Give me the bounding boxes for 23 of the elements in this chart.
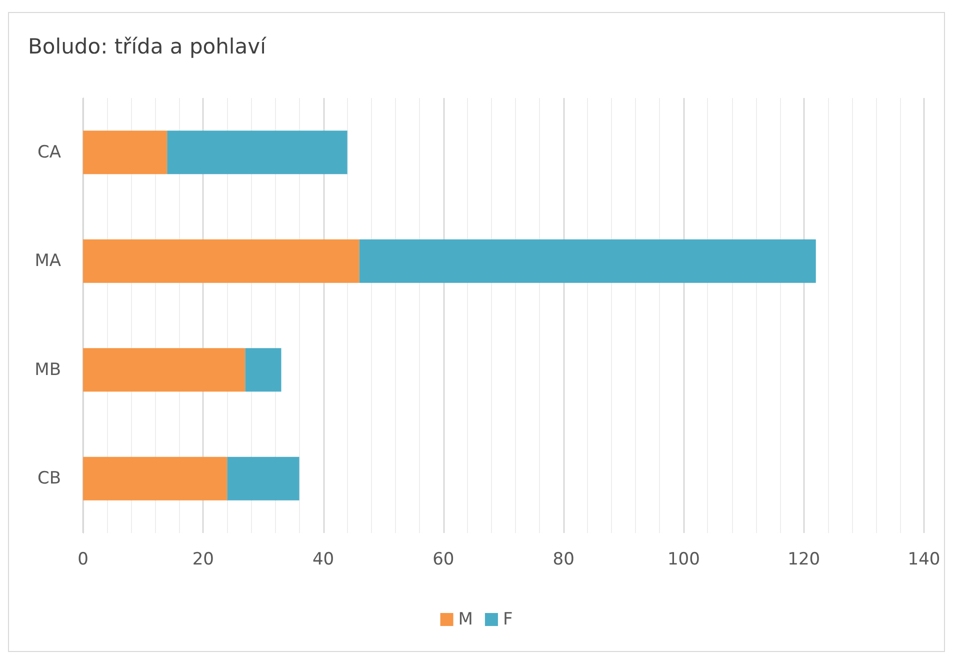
bar bbox=[227, 456, 300, 500]
bar bbox=[83, 456, 228, 500]
x-tick-label: 60 bbox=[432, 550, 454, 570]
x-tick-label: 100 bbox=[667, 550, 700, 570]
bar bbox=[83, 348, 246, 392]
x-tick-label: 140 bbox=[908, 550, 940, 570]
legend-label: F bbox=[502, 610, 513, 630]
bar bbox=[83, 130, 168, 174]
bar bbox=[83, 239, 360, 283]
y-tick-label: MB bbox=[34, 360, 61, 380]
bar bbox=[245, 348, 282, 392]
y-tick-label: CB bbox=[37, 468, 61, 489]
bar bbox=[167, 130, 348, 174]
chart-title: Boludo: třída a pohlaví bbox=[28, 34, 268, 58]
y-tick-label: MA bbox=[34, 251, 62, 272]
x-tick-label: 40 bbox=[312, 550, 334, 570]
x-tick-label: 80 bbox=[552, 550, 574, 570]
bar bbox=[359, 239, 816, 283]
x-tick-label: 120 bbox=[788, 550, 820, 570]
legend-label: M bbox=[458, 610, 473, 630]
x-tick-label: 20 bbox=[192, 550, 214, 570]
x-tick-label: 0 bbox=[78, 550, 88, 570]
y-tick-label: CA bbox=[38, 142, 62, 162]
